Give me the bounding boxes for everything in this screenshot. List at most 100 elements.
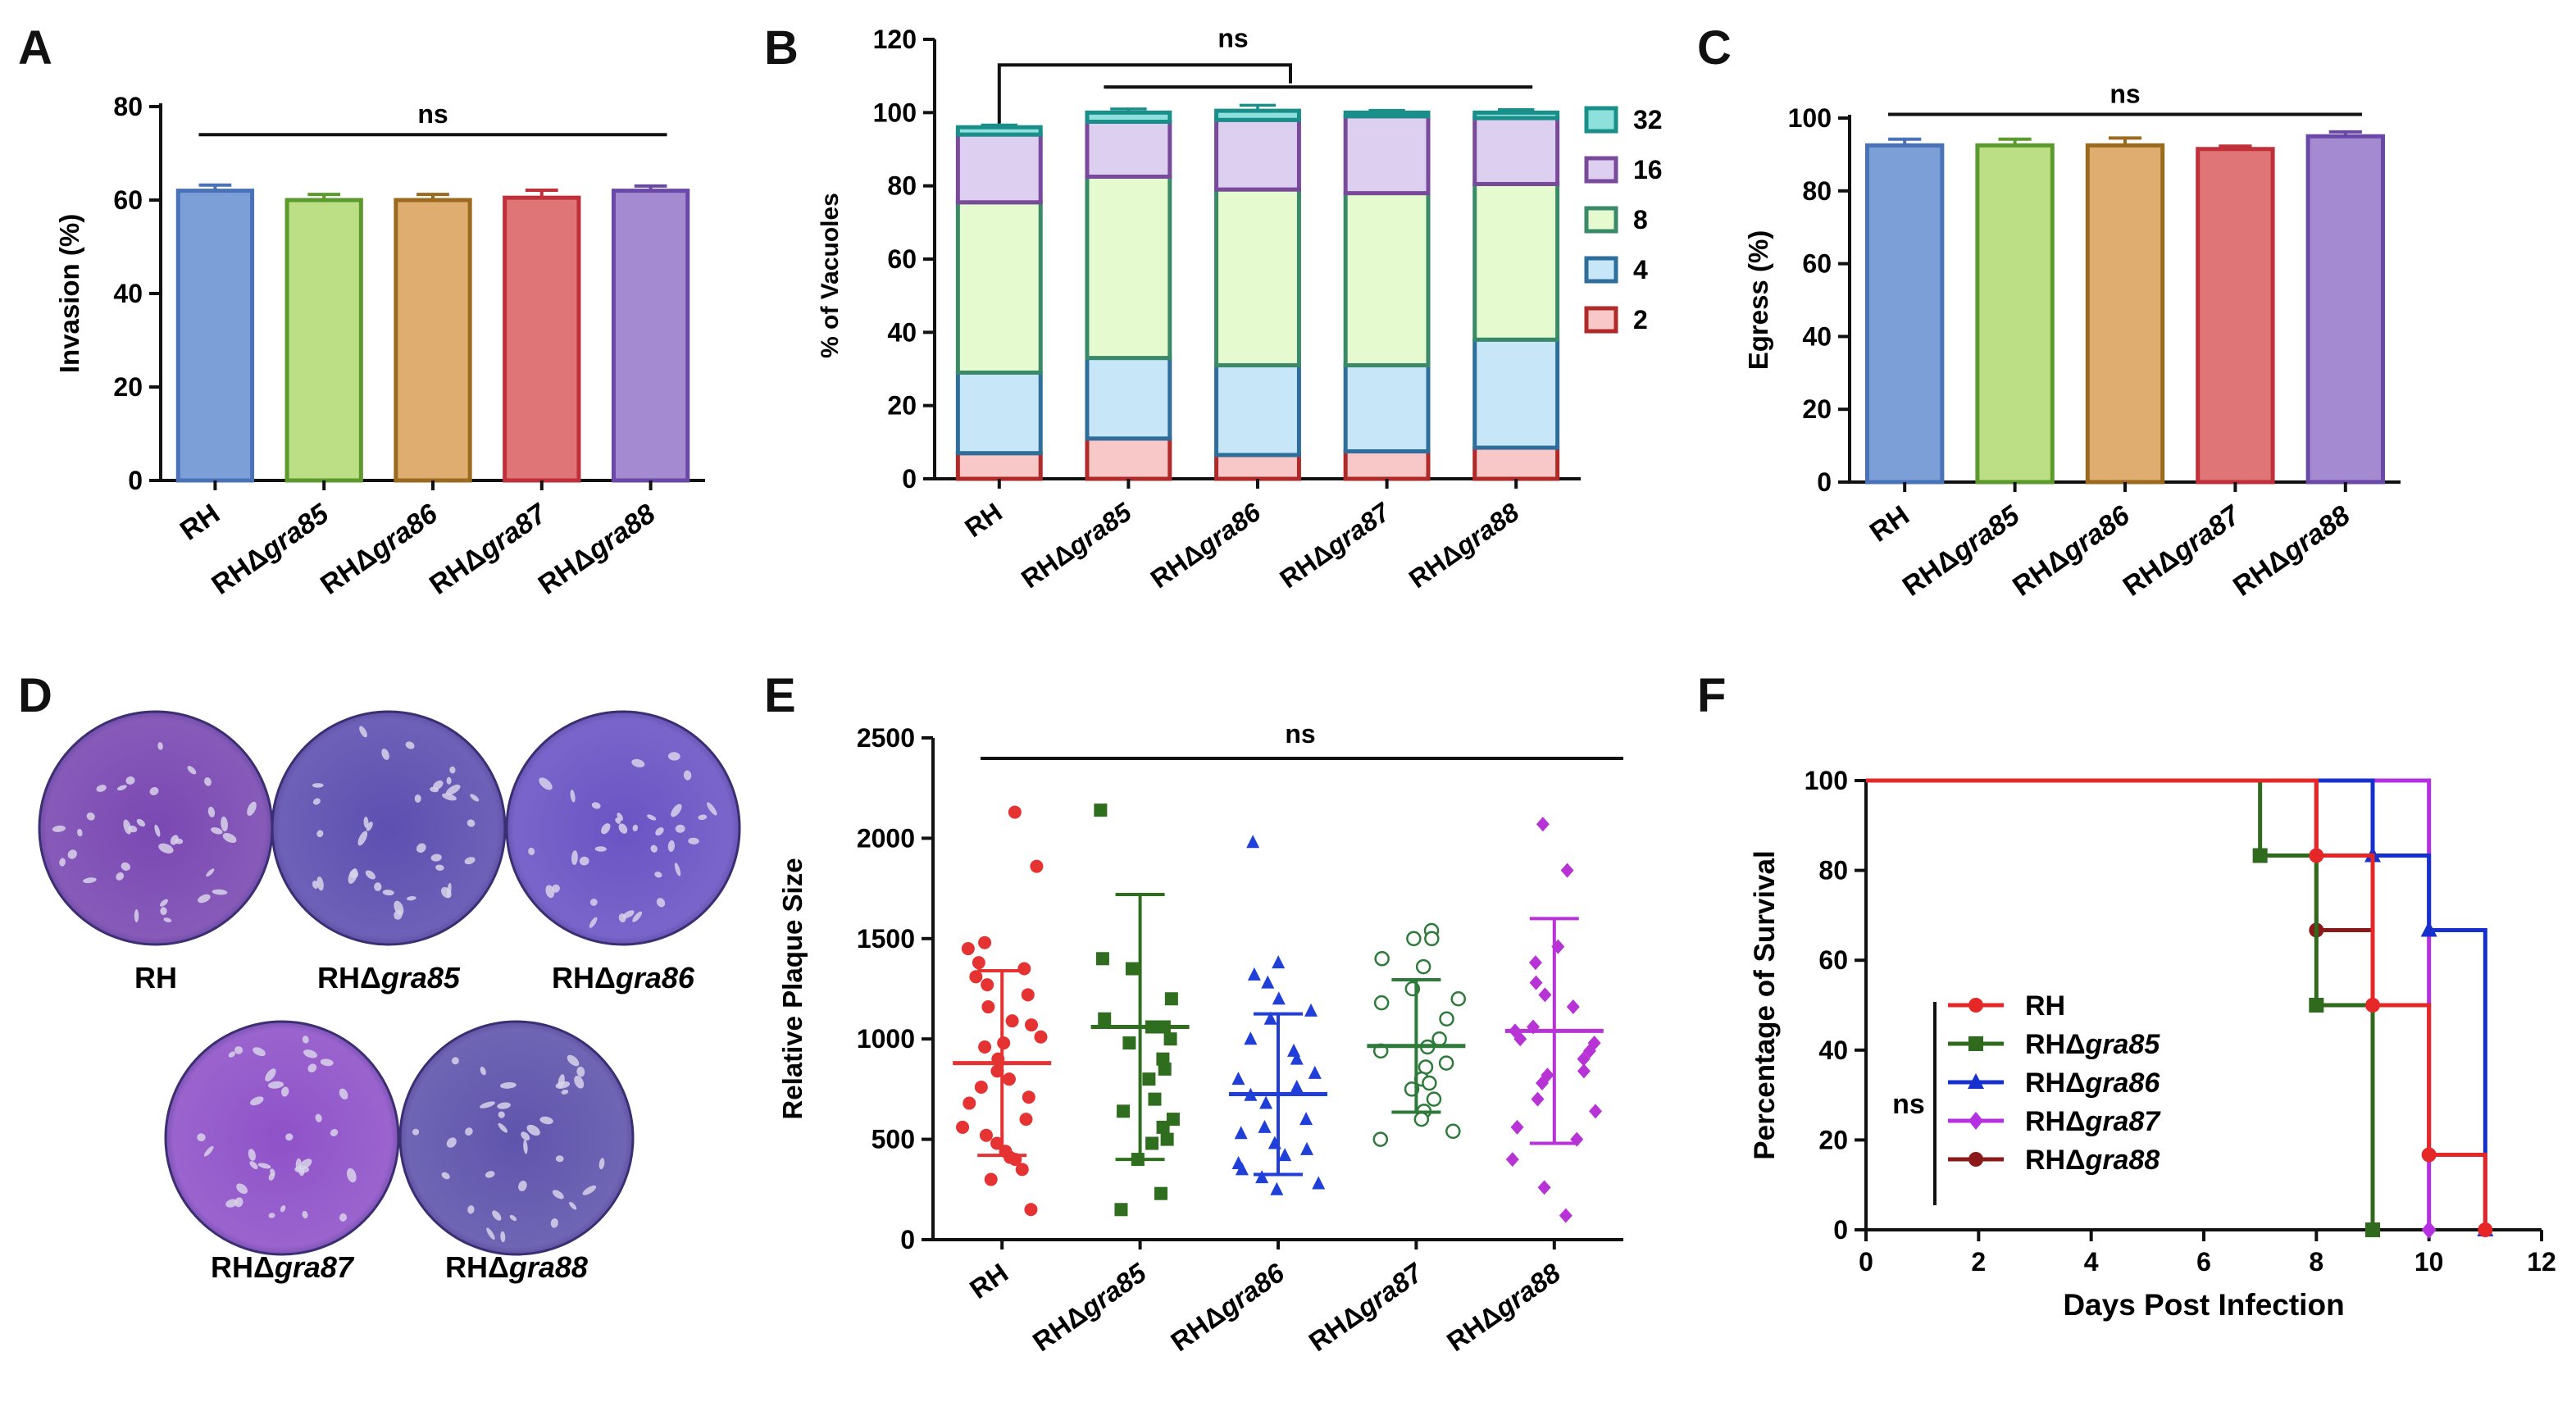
panel-letter-E: E — [764, 669, 796, 722]
plaque — [405, 741, 415, 749]
data-point — [1025, 1018, 1039, 1032]
plaque — [267, 1081, 284, 1089]
significance-bracket — [997, 63, 1292, 124]
bar-segment-2 — [1214, 453, 1301, 481]
plaque — [589, 917, 598, 928]
legend-label-16: 16 — [1633, 155, 1663, 184]
y-tick-label: 1500 — [857, 924, 915, 954]
plaque — [446, 776, 452, 785]
data-point — [1415, 958, 1431, 975]
bar-gra88 — [2305, 134, 2385, 485]
plaque — [440, 886, 452, 899]
legend-label: RHΔgra86 — [2025, 1067, 2160, 1099]
plaque — [497, 1102, 511, 1109]
legend-label: RH — [2025, 990, 2065, 1022]
plaque — [121, 862, 130, 871]
plaque — [158, 843, 174, 853]
data-point — [1030, 859, 1044, 873]
data-point — [1559, 1208, 1572, 1223]
survival-marker — [2365, 998, 2380, 1013]
label-gene: gra85 — [2085, 1029, 2161, 1060]
plaque — [77, 828, 83, 837]
x-tick-label: RHΔgra85 — [1027, 1257, 1152, 1357]
data-point — [1258, 1119, 1272, 1133]
plaque — [667, 840, 676, 852]
data-point — [1272, 955, 1286, 969]
plaque — [157, 742, 163, 750]
bar-segment-16 — [1085, 120, 1172, 179]
plaque — [480, 1101, 495, 1108]
y-tick-label: 20 — [887, 391, 917, 421]
plaque — [539, 1116, 553, 1125]
plaque — [294, 1165, 310, 1173]
data-point — [1244, 1031, 1258, 1045]
y-tick-label: 20 — [1802, 394, 1832, 424]
plaque — [236, 1183, 248, 1195]
data-point — [1450, 990, 1467, 1007]
bar-segment-8 — [1472, 181, 1560, 342]
y-tick-label: 40 — [113, 279, 143, 308]
plaque — [330, 1128, 339, 1137]
label-gene: gra86 — [615, 961, 695, 995]
plaque — [446, 1137, 457, 1148]
data-point — [1510, 1119, 1524, 1135]
y-tick-label: 0 — [902, 464, 917, 494]
y-tick-label: 80 — [1802, 176, 1832, 206]
bar-gra87 — [503, 195, 581, 483]
data-point — [1005, 1014, 1019, 1028]
plaque-label-RH: RH — [134, 961, 177, 995]
data-point — [1589, 1104, 1603, 1119]
plaque — [154, 824, 161, 837]
plaque — [570, 790, 576, 803]
plaque — [528, 847, 535, 855]
data-point — [1021, 988, 1035, 1002]
data-point — [1308, 1065, 1322, 1079]
bar-segment-16 — [1214, 117, 1301, 192]
plaque — [206, 868, 215, 877]
plaque — [688, 837, 699, 844]
plaque — [480, 1067, 486, 1076]
plaque — [381, 749, 389, 760]
plaque — [492, 1210, 502, 1221]
data-point — [1247, 967, 1261, 981]
survival-marker — [2478, 1222, 2493, 1237]
x-tick-label: 10 — [2414, 1247, 2444, 1277]
label-gene: gra85 — [1946, 499, 2026, 568]
bar-segment-4 — [1214, 363, 1301, 457]
plaque — [347, 1168, 357, 1183]
y-axis-label: Relative Plaque Size — [777, 858, 808, 1119]
data-point — [961, 942, 975, 956]
data-point — [972, 956, 985, 970]
plaque — [449, 766, 456, 774]
y-tick-label: 60 — [1802, 249, 1832, 279]
y-axis-label: Percentage of Survival — [1749, 850, 1781, 1159]
y-axis-label: Invasion (%) — [54, 214, 84, 373]
label-gene: gra88 — [508, 1250, 588, 1284]
x-tick-label: RHΔgra88 — [1404, 497, 1524, 594]
label-prefix: RHΔ — [445, 1250, 509, 1284]
x-tick-label: RHΔgra86 — [1165, 1257, 1290, 1357]
plaque — [339, 1213, 348, 1222]
legend-label: RHΔgra85 — [2025, 1029, 2160, 1060]
label-gene: gra85 — [1062, 497, 1137, 562]
x-tick-label: RHΔgra88 — [1441, 1257, 1566, 1357]
label-gene: gra86 — [364, 498, 444, 567]
x-tick-label: RHΔgra87 — [1274, 496, 1396, 594]
bar-gra88 — [611, 189, 690, 483]
survival-marker — [2365, 1222, 2380, 1237]
x-tick-label: 2 — [1971, 1247, 1986, 1277]
data-point — [1261, 975, 1275, 989]
plaque-label-gra85: RHΔgra85 — [317, 961, 461, 995]
panel-E: 0 500 1000 1500 2000 2500 Relative Plaque Size… — [777, 719, 1623, 1357]
survival-marker — [2421, 1147, 2437, 1163]
data-point — [1017, 962, 1031, 976]
plaque — [467, 1205, 475, 1214]
bar-segment-8 — [1214, 187, 1301, 368]
data-point — [1002, 1072, 1016, 1086]
data-point — [1163, 1032, 1177, 1046]
legend-marker — [1968, 1152, 1983, 1167]
plaque — [228, 1051, 235, 1058]
plaque — [569, 1201, 577, 1210]
data-point — [979, 1128, 993, 1142]
